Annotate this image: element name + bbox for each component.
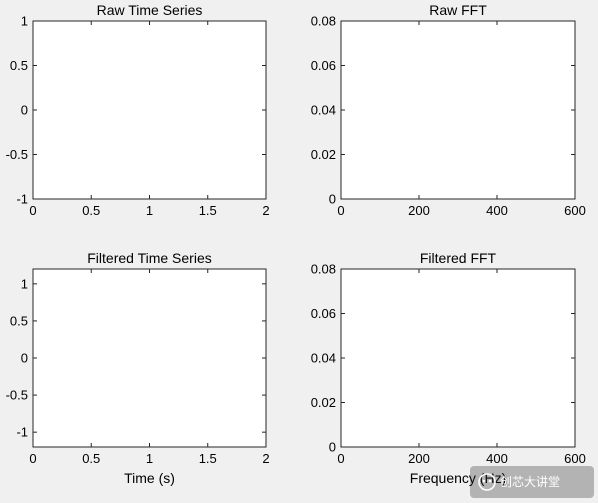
x-tick-label: 400 — [486, 451, 508, 466]
watermark-backdrop — [470, 466, 594, 498]
axes-frame — [32, 268, 267, 448]
x-tick-label: 0.5 — [82, 203, 100, 218]
x-axis-label: Frequency (Hz) — [410, 470, 506, 486]
y-tick-label: 1 — [21, 14, 28, 29]
y-tick-label: 0 — [329, 440, 336, 455]
y-tick-label: 0.04 — [311, 351, 336, 366]
x-tick-label: 200 — [408, 451, 430, 466]
watermark-text: 创芯大讲堂 — [500, 474, 560, 489]
subplot-raw-fft: 0 200 400 600 0 0.02 0.04 0.06 0.08 Raw FFT — [311, 2, 586, 218]
x-tick-label: 0 — [29, 451, 36, 466]
subplot-title: Raw Time Series — [97, 2, 203, 18]
x-tick-label: 0 — [337, 451, 344, 466]
x-tick-label: 2 — [262, 203, 269, 218]
y-tick-label: 0.02 — [311, 147, 336, 162]
y-tick-label: 0 — [329, 192, 336, 207]
axes-frame — [340, 268, 576, 448]
y-tick-label: 0.08 — [311, 14, 336, 29]
wechat-icon — [478, 473, 496, 491]
y-tick-label: -1 — [16, 425, 28, 440]
watermark: 创芯大讲堂 — [470, 466, 594, 498]
subplot-filtered-fft: 0 200 400 600 0 0.02 0.04 0.06 0.08 Filtered FFT F… — [311, 250, 586, 486]
x-tick-label: 200 — [408, 203, 430, 218]
subplot-title: Raw FFT — [429, 2, 487, 18]
x-tick-label: 2 — [262, 451, 269, 466]
y-tick-label: 0.04 — [311, 103, 336, 118]
y-tick-label: 0.5 — [10, 58, 28, 73]
x-tick-label: 0 — [29, 203, 36, 218]
subplot-title: Filtered Time Series — [87, 250, 211, 266]
y-tick-label: 0 — [21, 103, 28, 118]
subplot-title: Filtered FFT — [420, 250, 497, 266]
axes-frame — [340, 20, 576, 200]
y-tick-label: -1 — [16, 192, 28, 207]
y-tick-label: -0.5 — [6, 388, 28, 403]
y-tick-label: 0.5 — [10, 313, 28, 328]
x-axis-label: Time (s) — [124, 470, 175, 486]
x-tick-label: 600 — [564, 451, 586, 466]
x-tick-label: 1 — [146, 203, 153, 218]
x-tick-label: 0.5 — [82, 451, 100, 466]
axes-frame — [32, 20, 267, 200]
y-tick-label: 0.02 — [311, 395, 336, 410]
x-tick-label: 1.5 — [199, 203, 217, 218]
x-tick-label: 1 — [146, 451, 153, 466]
y-tick-label: 0.08 — [311, 262, 336, 277]
x-tick-label: 0 — [337, 203, 344, 218]
x-tick-label: 600 — [564, 203, 586, 218]
subplot-filtered-time-series: 0 0.5 1 1.5 2 -1 -0.5 0 0.5 1 Filtered Time Series… — [6, 250, 270, 486]
y-tick-label: 1 — [21, 276, 28, 291]
y-tick-label: -0.5 — [6, 147, 28, 162]
y-tick-label: 0 — [21, 351, 28, 366]
x-tick-label: 1.5 — [199, 451, 217, 466]
y-tick-label: 0.06 — [311, 306, 336, 321]
y-tick-label: 0.06 — [311, 58, 336, 73]
x-tick-label: 400 — [486, 203, 508, 218]
subplot-raw-time-series: 0 0.5 1 1.5 2 -1 -0.5 0 0.5 1 Raw Time Series — [6, 2, 270, 218]
